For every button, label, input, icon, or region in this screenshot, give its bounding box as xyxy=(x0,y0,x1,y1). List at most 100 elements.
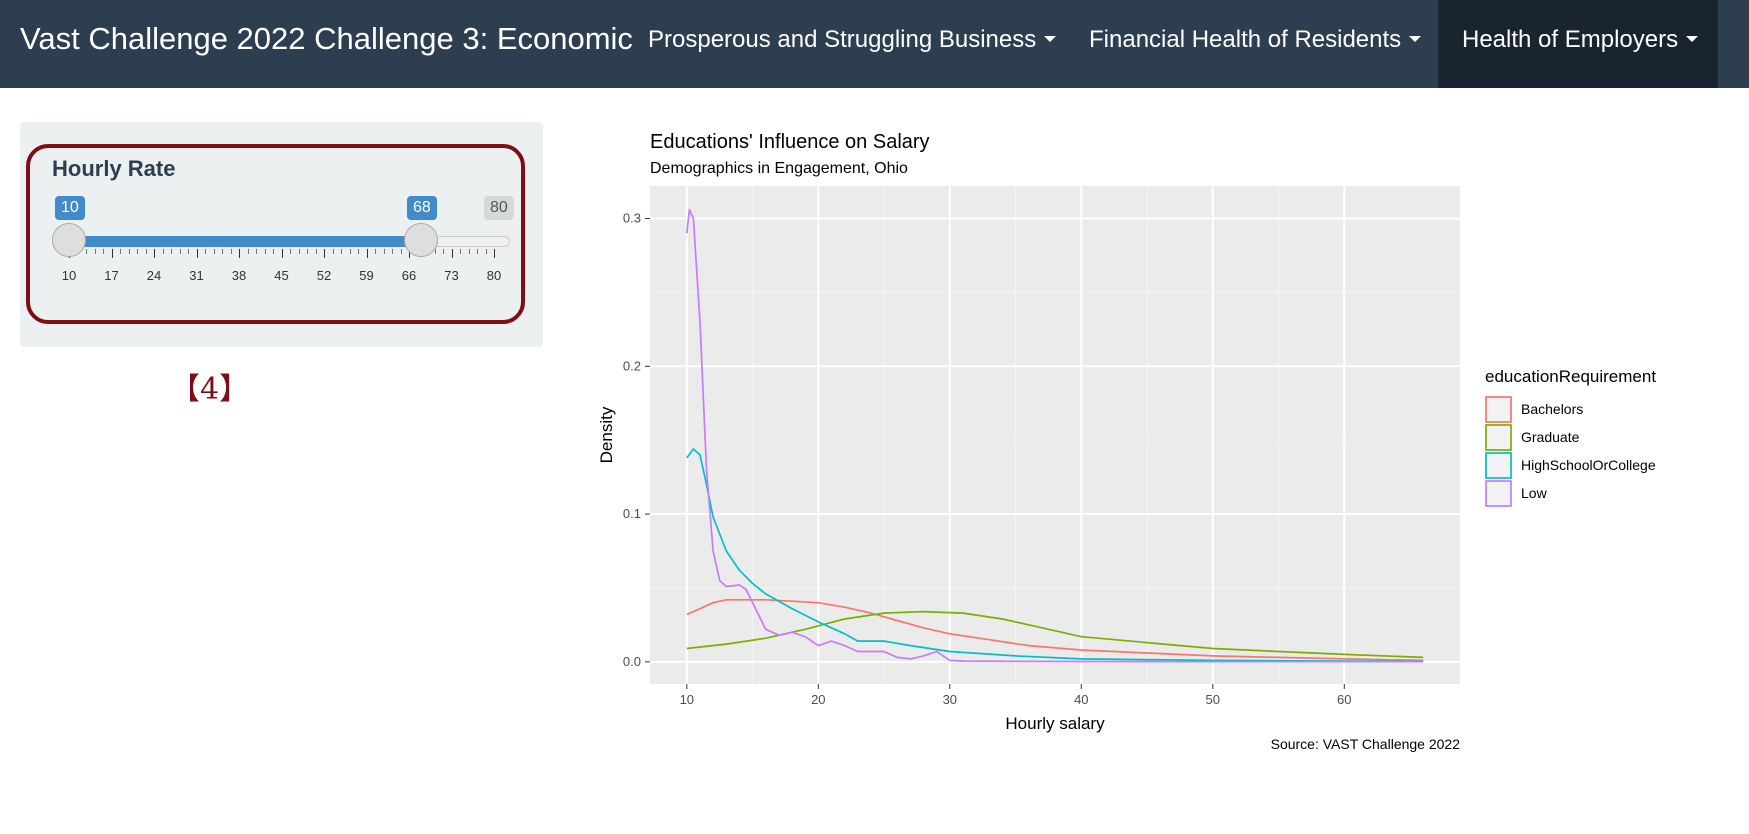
slider-minor-tick xyxy=(392,249,393,254)
app-title[interactable]: Vast Challenge 2022 Challenge 3: Economi… xyxy=(20,21,633,56)
slider-major-tick xyxy=(409,249,410,258)
slider-minor-tick xyxy=(86,249,87,254)
legend-label: Graduate xyxy=(1521,429,1580,445)
slider-minor-tick xyxy=(213,249,215,254)
slider-minor-tick xyxy=(358,249,359,254)
slider-max-value: 80 xyxy=(484,196,514,220)
nav-label: Prosperous and Struggling Business xyxy=(648,26,1037,53)
slider-tick-label: 73 xyxy=(444,268,459,283)
slider-tick-label: 38 xyxy=(231,268,247,283)
legend-key-low xyxy=(1485,480,1512,507)
sidebar-panel xyxy=(20,122,543,347)
caret-down-icon xyxy=(1409,35,1422,42)
slider-minor-tick xyxy=(307,249,308,254)
plot-panel xyxy=(650,186,1460,684)
legend-title: educationRequirement xyxy=(1485,367,1656,386)
slider-minor-tick xyxy=(400,249,402,254)
slider-tick-label: 10 xyxy=(61,268,77,283)
density-line-bachelors xyxy=(686,598,1424,662)
slider-tick-label: 80 xyxy=(486,268,502,283)
caret-down-icon xyxy=(1686,35,1699,42)
slider-minor-tick xyxy=(477,249,478,254)
slider-tick-label: 31 xyxy=(189,268,204,283)
slider-minor-tick xyxy=(145,249,147,254)
y-tick-label: 0.1 xyxy=(623,506,641,521)
slider-minor-tick xyxy=(434,249,436,254)
slider-minor-tick xyxy=(290,249,291,254)
slider-handle-min[interactable] xyxy=(52,223,86,257)
slider-handle-max[interactable] xyxy=(404,223,439,257)
slider-minor-tick xyxy=(222,249,223,254)
legend-label: HighSchoolOrCollege xyxy=(1521,457,1656,473)
legend-key-highschoolorcollege xyxy=(1485,452,1512,479)
y-tick-label: 0.2 xyxy=(623,358,641,373)
slider-minor-tick xyxy=(120,249,121,254)
slider-minor-tick xyxy=(264,249,266,254)
x-tick-label: 40 xyxy=(1074,692,1088,707)
slider-minor-tick xyxy=(341,249,342,254)
slider-minor-tick xyxy=(171,249,172,254)
slider-minor-tick xyxy=(179,249,181,254)
highlight-annotation-box xyxy=(26,144,525,324)
slider-major-tick xyxy=(154,249,155,258)
slider-minor-tick xyxy=(162,249,164,254)
slider-minor-tick xyxy=(349,249,351,254)
slider-minor-tick xyxy=(460,249,461,254)
slider-minor-tick xyxy=(375,249,376,254)
legend-label: Bachelors xyxy=(1521,401,1583,417)
slider-major-tick xyxy=(366,249,368,258)
slider-minor-tick xyxy=(332,249,334,254)
legend-key-graduate xyxy=(1485,424,1512,451)
slider-tick-label: 45 xyxy=(274,268,289,283)
chart-subtitle: Demographics in Engagement, Ohio xyxy=(650,160,908,177)
slider-tick-label: 17 xyxy=(104,268,119,283)
slider-major-tick xyxy=(281,249,283,258)
chart-caption: Source: VAST Challenge 2022 xyxy=(1271,736,1461,752)
nav-health-of-employers[interactable]: Health of Employers xyxy=(1438,0,1718,88)
nav-label: Financial Health of Residents xyxy=(1089,26,1402,53)
slider-major-tick xyxy=(196,249,198,258)
x-tick-label: 50 xyxy=(1206,692,1220,707)
slider-minor-tick xyxy=(137,249,138,254)
chart-title: Educations' Influence on Salary xyxy=(650,131,930,153)
slider-minor-tick xyxy=(383,249,385,254)
slider-tick-label: 52 xyxy=(316,268,332,283)
nav-financial-health-residents[interactable]: Financial Health of Residents xyxy=(1089,0,1422,88)
step-marker: 【4】 xyxy=(170,372,250,407)
slider-minor-tick xyxy=(128,249,130,254)
x-tick-label: 20 xyxy=(811,692,825,707)
nav-label: Health of Employers xyxy=(1462,26,1679,53)
hourly-rate-label: Hourly Rate xyxy=(52,156,176,181)
slider-from-value: 10 xyxy=(55,196,85,220)
y-axis-title: Density xyxy=(597,406,616,463)
slider-minor-tick xyxy=(256,249,257,254)
slider-minor-tick xyxy=(298,249,300,254)
legend-label: Low xyxy=(1521,485,1548,501)
x-tick-label: 30 xyxy=(943,692,957,707)
y-tick-label: 0.3 xyxy=(623,211,641,226)
caret-down-icon xyxy=(1044,35,1057,42)
slider-tick-label: 59 xyxy=(359,268,374,283)
y-tick-label: 0.0 xyxy=(623,654,641,669)
slider-major-tick xyxy=(111,249,113,258)
slider-major-tick xyxy=(324,249,325,258)
slider-minor-tick xyxy=(468,249,470,254)
slider-minor-tick xyxy=(273,249,274,254)
x-tick-label: 10 xyxy=(680,692,694,707)
navbar: Vast Challenge 2022 Challenge 3: Economi… xyxy=(0,0,1749,88)
slider-major-tick xyxy=(494,249,495,258)
slider-minor-tick xyxy=(443,249,444,254)
slider-minor-tick xyxy=(188,249,189,254)
slider-selected-range[interactable] xyxy=(69,236,422,247)
slider-minor-tick xyxy=(103,249,104,254)
legend-key-bachelors xyxy=(1485,396,1512,423)
x-axis-title: Hourly salary xyxy=(1005,714,1105,733)
slider-minor-tick xyxy=(94,249,96,254)
nav-prosperous-struggling-business[interactable]: Prosperous and Struggling Business xyxy=(648,0,1057,88)
slider-to-value: 68 xyxy=(407,196,437,220)
slider-minor-tick xyxy=(247,249,249,254)
slider-tick-label: 66 xyxy=(401,268,417,283)
slider-major-tick xyxy=(239,249,240,258)
x-tick-label: 60 xyxy=(1337,692,1351,707)
slider-minor-tick xyxy=(230,249,232,254)
